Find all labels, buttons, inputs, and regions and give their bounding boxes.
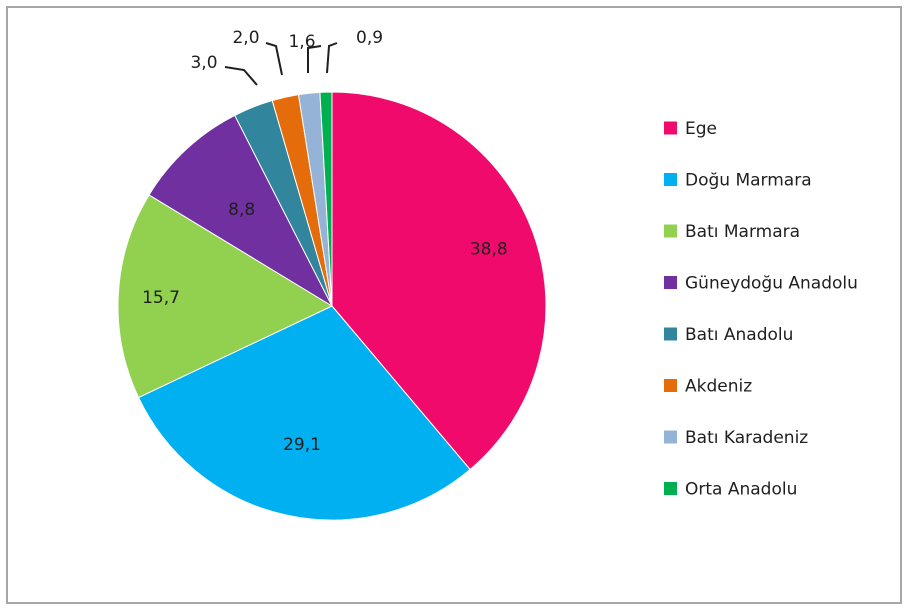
legend-label: Batı Karadeniz (685, 428, 808, 448)
legend-swatch (664, 430, 677, 444)
leader-line-akdeniz (265, 42, 283, 76)
data-label-bati-karadeniz: 1,6 (288, 32, 315, 52)
pie-slices (117, 91, 547, 521)
legend: Ege Doğu Marmara Batı Marmara Güneydoğu Ana… (664, 119, 858, 500)
legend-item-bati-anadolu: Batı Anadolu (664, 325, 793, 345)
legend-label: Doğu Marmara (685, 171, 812, 191)
legend-swatch (664, 173, 677, 186)
legend-swatch (664, 482, 677, 495)
legend-swatch (664, 224, 677, 238)
legend-item-ege: Ege (664, 119, 717, 139)
pie-slice-dogu-marmara (137, 305, 471, 521)
legend-label: Akdeniz (685, 377, 752, 397)
legend-item-akdeniz: Akdeniz (664, 377, 752, 397)
legend-swatch (664, 379, 677, 392)
legend-label: Batı Anadolu (685, 325, 793, 345)
data-label-bati-anadolu: 3,0 (190, 53, 217, 73)
data-label-ege: 38,8 (470, 240, 508, 260)
data-labels: 38,8 29,1 15,7 8,8 3,0 2,0 1,6 0,9 (142, 28, 508, 455)
legend-item-orta-anadolu: Orta Anadolu (664, 480, 797, 500)
pie-slice-guneydogu-anadolu (148, 114, 334, 308)
legend-swatch (664, 121, 677, 135)
pie-slice-ege (331, 91, 547, 471)
leader-line-bati-anadolu (224, 66, 258, 86)
legend-item-guneydogu-anadolu: Güneydoğu Anadolu (664, 274, 858, 294)
legend-item-bati-karadeniz: Batı Karadeniz (664, 428, 808, 448)
legend-label: Orta Anadolu (685, 480, 797, 500)
leader-lines (224, 42, 338, 86)
data-label-guneydogu-anadolu: 8,8 (228, 200, 255, 220)
pie-slice-orta-anadolu (319, 91, 333, 307)
leader-line-orta-anadolu (326, 42, 338, 74)
legend-label: Ege (685, 119, 717, 139)
legend-swatch (664, 276, 677, 289)
pie-slice-bati-marmara (117, 194, 334, 399)
legend-item-bati-marmara: Batı Marmara (664, 222, 800, 242)
legend-item-dogu-marmara: Doğu Marmara (664, 171, 812, 191)
data-label-orta-anadolu: 0,9 (356, 28, 383, 48)
leader-line-bati-karadeniz (307, 45, 322, 73)
data-label-dogu-marmara: 29,1 (283, 435, 321, 455)
legend-label: Batı Marmara (685, 222, 800, 242)
data-label-bati-marmara: 15,7 (142, 288, 180, 308)
legend-swatch (664, 327, 677, 341)
legend-label: Güneydoğu Anadolu (685, 274, 858, 294)
data-label-akdeniz: 2,0 (232, 28, 259, 48)
